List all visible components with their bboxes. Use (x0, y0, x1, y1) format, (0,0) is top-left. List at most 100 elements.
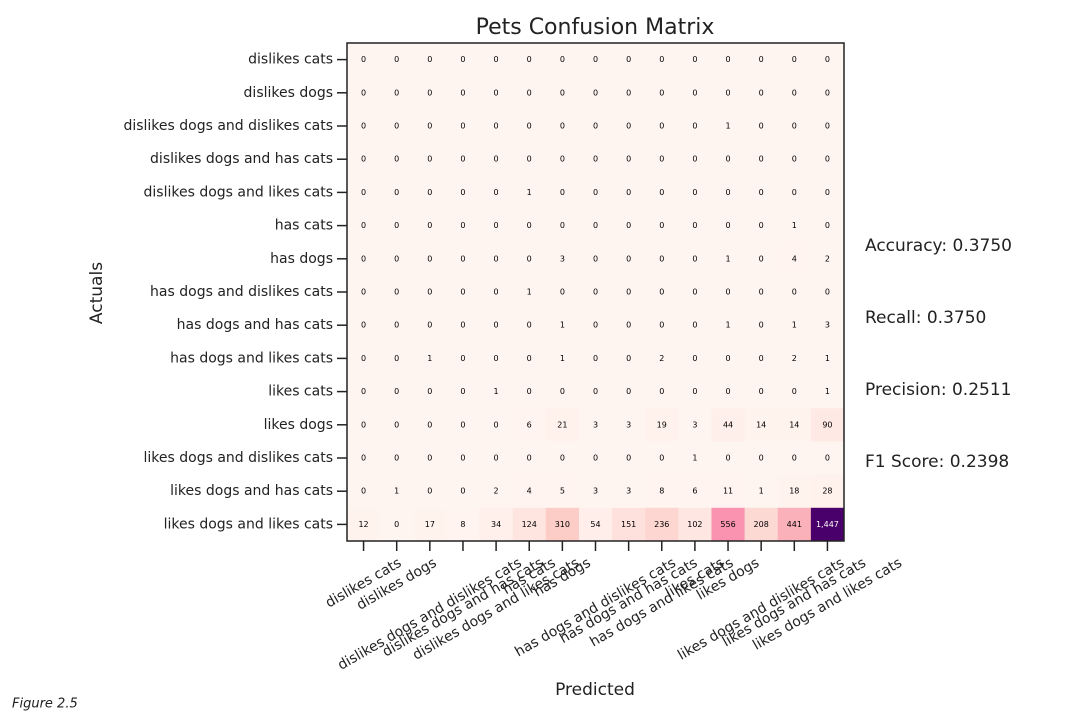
cell-label: 2 (659, 354, 664, 363)
cell-label: 0 (460, 487, 465, 496)
cell-label: 0 (460, 55, 465, 64)
cell-label: 0 (560, 288, 565, 297)
heatmap-cell (413, 209, 447, 243)
heatmap-cell (512, 209, 547, 243)
heatmap-cell (446, 441, 481, 476)
cell-label: 0 (494, 288, 499, 297)
cell-label: 0 (427, 254, 432, 263)
heatmap-cell (512, 441, 547, 476)
heatmap-cell (578, 408, 613, 442)
cell-label: 0 (361, 55, 366, 64)
heatmap-cell (711, 175, 746, 210)
cell-label: 0 (427, 155, 432, 164)
y-tick-label: dislikes dogs (244, 85, 333, 101)
cell-label: 0 (527, 387, 532, 396)
cell-label: 0 (759, 387, 764, 396)
heatmap-cell (810, 275, 845, 310)
heatmap-cell (347, 408, 381, 442)
cell-label: 0 (692, 254, 697, 263)
heatmap-cell (645, 142, 679, 177)
heatmap-cell (380, 109, 414, 144)
cell-label: 14 (756, 420, 766, 429)
cell-label: 0 (593, 155, 598, 164)
cell-label: 0 (759, 55, 764, 64)
heatmap-cell (446, 76, 481, 110)
cell-label: 0 (593, 88, 598, 97)
cell-label: 0 (626, 155, 631, 164)
cell-label: 0 (494, 155, 499, 164)
cell-label: 0 (759, 155, 764, 164)
cell-label: 1 (560, 354, 565, 363)
heatmap-cell (810, 474, 845, 509)
heatmap-cell (578, 375, 613, 409)
heatmap-cell (380, 507, 414, 542)
heatmap-cell (479, 242, 514, 276)
cell-label: 0 (659, 454, 664, 463)
cell-label: 1 (527, 188, 532, 197)
cell-label: 0 (527, 321, 532, 330)
cell-label: 310 (555, 520, 570, 529)
heatmap-cell (545, 209, 580, 243)
cell-label: 0 (725, 88, 730, 97)
cell-label: 8 (460, 520, 465, 529)
heatmap-cell (545, 109, 580, 144)
cell-label: 0 (659, 188, 664, 197)
cell-label: 0 (560, 454, 565, 463)
heatmap-cell (545, 242, 580, 276)
cell-label: 151 (621, 520, 636, 529)
heatmap-cell (380, 474, 414, 509)
cell-label: 19 (657, 420, 667, 429)
heatmap-cell (479, 209, 514, 243)
cell-label: 0 (460, 420, 465, 429)
heatmap-cell (413, 408, 447, 442)
heatmap-cell (711, 408, 746, 442)
cell-label: 1 (692, 454, 697, 463)
heatmap-cell (578, 474, 613, 509)
heatmap-cell (380, 209, 414, 243)
y-tick-label: has dogs and dislikes cats (150, 284, 333, 300)
cell-label: 0 (792, 387, 797, 396)
heatmap-cell (678, 142, 712, 177)
heatmap-cell (479, 474, 514, 509)
cell-label: 0 (825, 122, 830, 131)
heatmap-cell (777, 308, 812, 343)
cell-label: 0 (494, 88, 499, 97)
heatmap-cell (612, 341, 646, 376)
cell-label: 0 (361, 487, 366, 496)
heatmap-cell (777, 375, 812, 409)
cell-label: 0 (427, 420, 432, 429)
cell-label: 0 (494, 420, 499, 429)
cell-label: 0 (427, 55, 432, 64)
heatmap-cell (744, 242, 779, 276)
heatmap-cell (446, 109, 481, 144)
cell-label: 0 (759, 254, 764, 263)
cell-label: 0 (361, 354, 366, 363)
heatmap-cell (744, 375, 779, 409)
cell-label: 3 (593, 487, 598, 496)
heatmap-cell (446, 209, 481, 243)
cell-label: 0 (759, 188, 764, 197)
cell-label: 0 (626, 354, 631, 363)
heatmap-cell (711, 507, 746, 542)
cell-label: 0 (394, 55, 399, 64)
heatmap-cell (645, 375, 679, 409)
heatmap-cell (413, 275, 447, 310)
cell-label: 0 (394, 188, 399, 197)
heatmap-cell (380, 142, 414, 177)
cell-label: 0 (792, 288, 797, 297)
cell-label: 0 (460, 155, 465, 164)
metric-annotation: F1 Score: 0.2398 (865, 452, 1009, 472)
heatmap-cell (380, 441, 414, 476)
cell-label: 0 (560, 387, 565, 396)
heatmap-cell (645, 507, 679, 542)
heatmap-cell (380, 175, 414, 210)
cell-label: 44 (723, 420, 733, 429)
cell-label: 0 (460, 254, 465, 263)
cell-label: 0 (593, 221, 598, 230)
cell-label: 0 (394, 520, 399, 529)
heatmap-cell (512, 408, 547, 442)
heatmap-cell (347, 142, 381, 177)
heatmap-cell (810, 109, 845, 144)
heatmap-cell (810, 375, 845, 409)
cell-label: 0 (361, 387, 366, 396)
